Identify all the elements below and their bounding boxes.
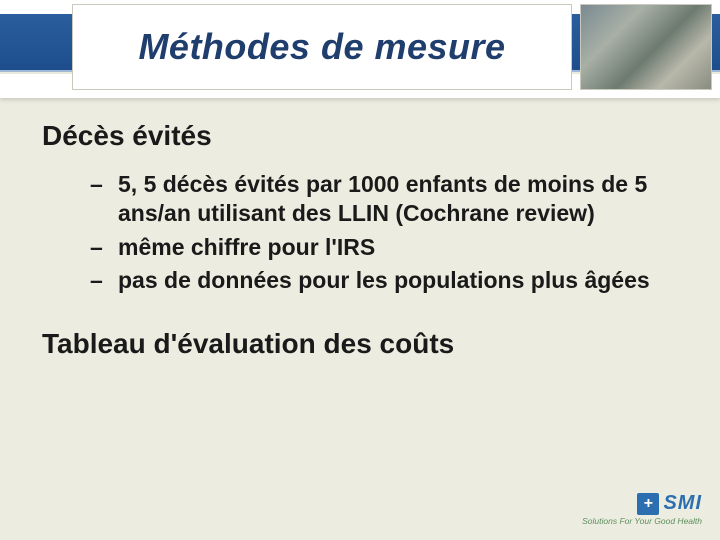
bullet-list: 5, 5 décès évités par 1000 enfants de mo… [90,170,672,296]
logo-mark-icon: + [637,493,659,515]
logo: + SMI Solutions For Your Good Health [582,492,702,526]
bullet-item: 5, 5 décès évités par 1000 enfants de mo… [90,170,672,229]
footer-heading: Tableau d'évaluation des coûts [42,328,678,360]
section-heading: Décès évités [42,120,678,152]
header-band: Méthodes de mesure [0,0,720,98]
bullet-item: même chiffre pour l'IRS [90,233,672,262]
slide-title: Méthodes de mesure [138,26,505,68]
header-photo [580,4,712,90]
logo-row: + SMI [637,492,702,515]
logo-tagline: Solutions For Your Good Health [582,516,702,526]
bullet-item: pas de données pour les populations plus… [90,266,672,295]
logo-name: SMI [663,492,702,515]
title-plate: Méthodes de mesure [72,4,572,90]
content-area: Décès évités 5, 5 décès évités par 1000 … [42,120,678,360]
